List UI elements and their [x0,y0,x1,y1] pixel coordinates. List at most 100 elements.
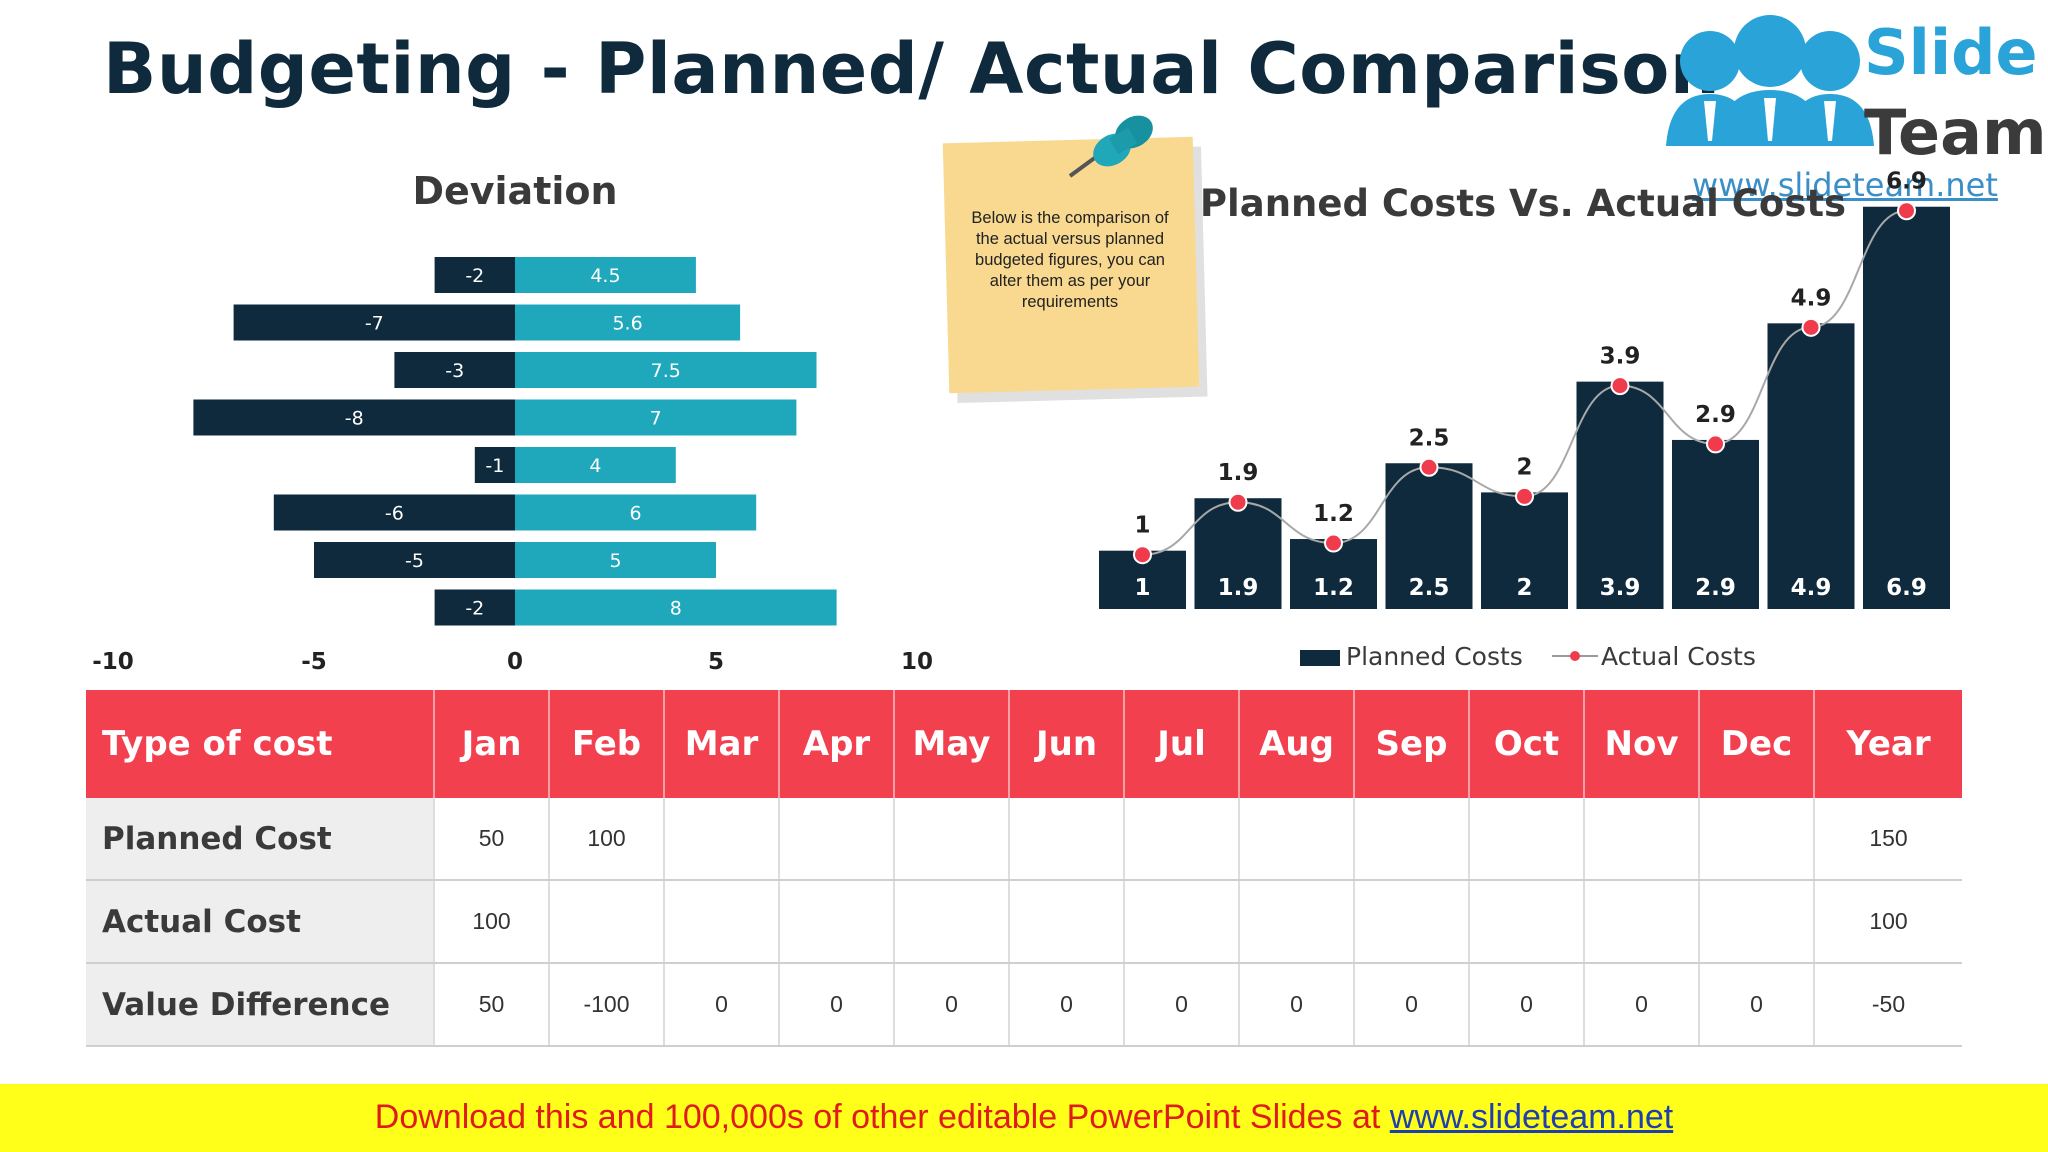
planned-cost-bar-label: 2 [1516,575,1532,601]
sticky-note-text: Below is the comparison of the actual ve… [971,209,1169,311]
table-cell[interactable]: 100 [549,798,665,881]
planned-cost-bar-label: 3.9 [1600,575,1641,601]
planned-cost-bar [1481,492,1568,609]
row-label: Actual Cost [86,880,435,964]
deviation-x-tick: -5 [301,649,327,675]
table-cell[interactable] [779,798,895,881]
header-may: May [894,690,1010,798]
table-cell[interactable]: 0 [1239,963,1355,1047]
deviation-negative-label: -2 [465,598,484,620]
table-cell[interactable] [1699,880,1815,964]
table-cell[interactable] [1354,798,1470,881]
table-cell[interactable]: 0 [779,963,895,1047]
table-cell[interactable] [1009,798,1125,881]
deviation-positive-label: 4.5 [590,265,620,287]
deviation-negative-bar [314,542,515,578]
logo-url-link[interactable]: www.slideteam.net [1692,166,1998,204]
table-cell[interactable]: 0 [1009,963,1125,1047]
header-oct: Oct [1469,690,1585,798]
deviation-negative-bar [434,257,515,293]
banner-text: Download this and 100,000s of other edit… [0,1098,2048,1137]
deviation-positive-label: 5 [609,550,621,572]
header-year: Year [1814,690,1962,798]
planned-cost-bar [1576,381,1664,609]
table-cell[interactable]: 50 [434,963,550,1047]
deviation-negative-bar [474,447,515,483]
table-cell[interactable]: 0 [1699,963,1815,1047]
header-nov: Nov [1584,690,1700,798]
slideteam-logo[interactable]: Slide Team www.slideteam.net [1652,6,2047,204]
table-cell[interactable] [1239,880,1355,964]
table-cell[interactable] [1124,798,1240,881]
deviation-negative-label: -6 [385,503,404,525]
deviation-chart: Deviation -2 -7 -3 -8 -1 -6 -5 -2 4.5 5.6 7.5 7 4 6 5 8… [92,169,933,675]
deviation-positive-label: 8 [670,598,682,620]
header-aug: Aug [1239,690,1355,798]
actual-cost-label: 3.9 [1600,344,1641,370]
deviation-negative-label: -1 [485,455,504,477]
actual-cost-label: 1 [1134,513,1150,539]
download-banner: Download this and 100,000s of other edit… [0,1084,2048,1152]
logo-team-text: Team [1864,96,2047,169]
deviation-positive-label: 5.6 [612,313,642,335]
banner-message: Download this and 100,000s of other edit… [374,1098,1390,1136]
table-cell[interactable] [1469,798,1585,881]
table-cell[interactable]: 150 [1814,798,1962,881]
table-cell[interactable] [894,798,1010,881]
table-cell[interactable]: 100 [1814,880,1962,964]
actual-cost-point [1706,434,1725,454]
actual-cost-point [1419,457,1439,477]
deviation-positive-label: 6 [630,503,642,525]
planned-cost-bar-label: 4.9 [1791,575,1832,601]
legend-actual-label: Actual Costs [1601,642,1756,671]
table-row-actual-cost: Actual Cost 100 100 [86,880,1962,964]
table-cell[interactable] [1469,880,1585,964]
deviation-negative-bar [233,304,515,341]
deviation-positive-bar [515,257,696,293]
table-cell[interactable]: 50 [434,798,550,881]
header-feb: Feb [549,690,665,798]
planned-vs-actual-chart: Planned Costs Vs. Actual Costs 1 1.9 1.2 2.… [1099,170,1950,671]
deviation-positive-bar [515,304,741,341]
header-jan: Jan [434,690,550,798]
table-cell[interactable] [1584,798,1700,881]
table-cell[interactable] [549,880,665,964]
table-cell[interactable] [664,880,780,964]
table-cell[interactable]: 0 [1124,963,1240,1047]
table-cell[interactable]: 100 [434,880,550,964]
table-cell[interactable]: -100 [549,963,665,1047]
table-cell[interactable] [1354,880,1470,964]
table-cell[interactable]: 0 [1354,963,1470,1047]
deviation-x-tick: 5 [708,649,724,675]
header-type-of-cost: Type of cost [86,690,435,798]
planned-cost-bar [1672,439,1759,609]
table-cell[interactable]: 0 [1584,963,1700,1047]
table-cell[interactable]: 0 [664,963,780,1047]
table-cell[interactable]: 0 [1469,963,1585,1047]
table-cell[interactable] [1009,880,1125,964]
table-cell[interactable] [894,880,1010,964]
header-sep: Sep [1354,690,1470,798]
deviation-positive-bar [515,399,797,436]
table-cell[interactable] [1124,880,1240,964]
people-icon [1666,15,1874,146]
deviation-positive-label: 7.5 [651,360,681,382]
page-title: Budgeting - Planned/ Actual Comparison [103,28,1721,110]
deviation-positive-bar [515,589,837,626]
banner-link[interactable]: www.slideteam.net [1389,1098,1674,1136]
deviation-negative-bar [394,352,515,388]
legend-planned-label: Planned Costs [1346,642,1523,671]
deviation-negative-bar [434,589,515,626]
deviation-x-tick: 0 [507,649,523,675]
table-cell[interactable] [1584,880,1700,964]
table-cell[interactable] [1239,798,1355,881]
table-header-row: Type of cost Jan Feb Mar Apr May Jun Jul… [86,690,1962,798]
actual-cost-point [1515,486,1534,506]
table-cell[interactable] [1699,798,1815,881]
table-cell[interactable]: 0 [894,963,1010,1047]
table-cell[interactable] [664,798,780,881]
table-cell[interactable]: -50 [1814,963,1962,1047]
table-cell[interactable] [779,880,895,964]
table-row-planned-cost: Planned Cost 50 100 150 [86,798,1962,881]
actual-cost-label: 6.9 [1886,170,1927,195]
